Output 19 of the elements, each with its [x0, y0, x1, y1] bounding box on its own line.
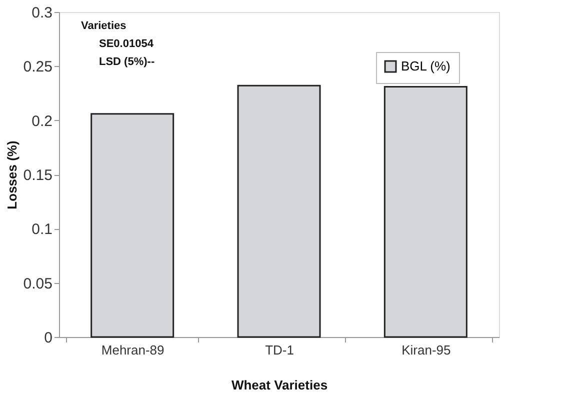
y-tick-label: 0 — [44, 330, 52, 346]
x-axis-title: Wheat Varieties — [231, 378, 328, 392]
y-tick-label: 0.1 — [32, 221, 52, 238]
legend-label: BGL (%) — [401, 58, 450, 74]
bar — [90, 113, 174, 338]
bar — [237, 84, 321, 338]
y-tick-label: 0.15 — [23, 167, 52, 184]
y-tick-label: 0.25 — [23, 58, 52, 76]
x-tick-label: Kiran-95 — [402, 342, 451, 358]
y-axis-title: Losses (%) — [4, 140, 20, 210]
y-tick-label: 0.2 — [32, 112, 52, 130]
y-tick-label: 0.05 — [23, 275, 52, 292]
y-tick-label: 0.3 — [32, 4, 52, 22]
annotation: Varieties — [81, 20, 126, 32]
x-tick-label: Mehran-89 — [101, 342, 164, 358]
bar — [384, 86, 468, 338]
x-tick-label: TD-1 — [265, 342, 294, 358]
annotation: SE0.01054 — [99, 38, 154, 50]
annotation: LSD (5%)-- — [99, 56, 155, 68]
